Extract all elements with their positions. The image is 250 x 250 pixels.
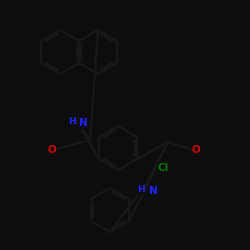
Text: O: O — [192, 145, 200, 155]
Text: N: N — [79, 118, 88, 128]
Text: H: H — [68, 118, 76, 126]
Text: Cl: Cl — [158, 163, 169, 173]
Text: H: H — [138, 185, 145, 194]
Text: N: N — [149, 186, 158, 196]
Text: O: O — [48, 145, 56, 155]
